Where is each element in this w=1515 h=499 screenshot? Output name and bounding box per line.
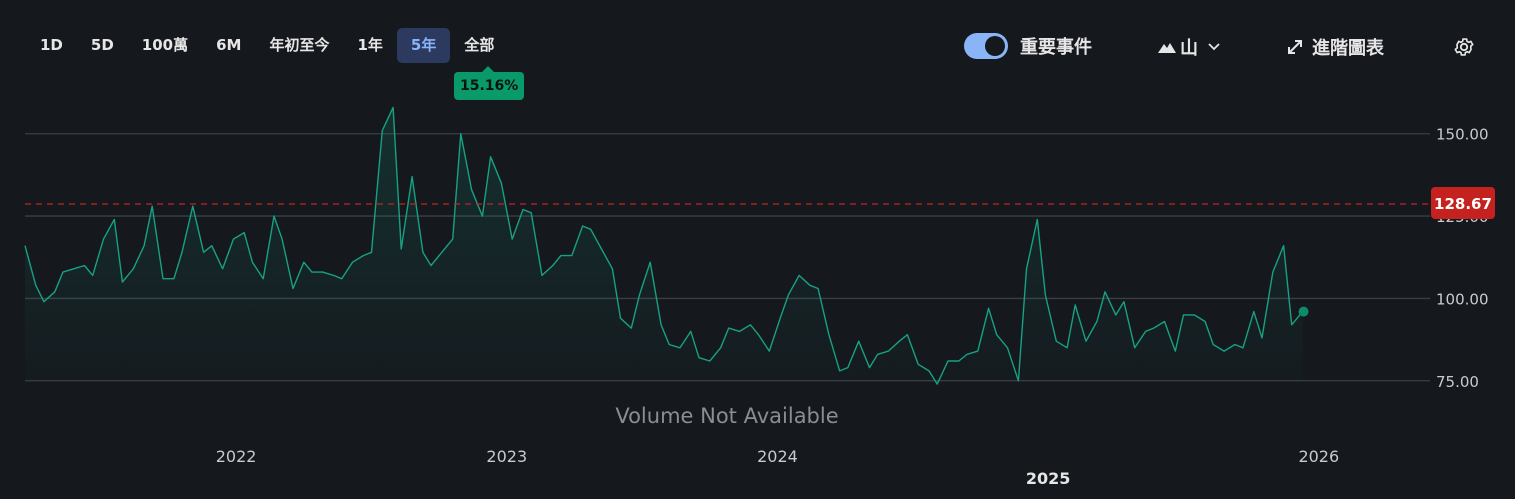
chart-type-button[interactable]: 山 bbox=[1158, 34, 1220, 60]
range-tab-5y[interactable]: 5年 bbox=[396, 28, 451, 63]
toggle-knob bbox=[985, 36, 1005, 56]
y-tick-label: 100.00 bbox=[1436, 290, 1489, 308]
y-tick-label: 75.00 bbox=[1436, 373, 1479, 391]
x-tick-label: 2022 bbox=[216, 447, 257, 466]
price-series-line bbox=[24, 106, 1304, 385]
price-area-fill bbox=[25, 107, 1303, 385]
volume-not-available-text: Volume Not Available bbox=[615, 404, 838, 428]
current-price-label: 128.67 bbox=[1434, 195, 1492, 213]
range-tab-5d[interactable]: 5D bbox=[90, 36, 114, 54]
change-badge: 15.16% bbox=[454, 66, 525, 100]
x-tick-label: 2024 bbox=[757, 447, 798, 466]
range-tab-ytd[interactable]: 年初至今 bbox=[269, 36, 330, 54]
key-events-label: 重要事件 bbox=[1020, 37, 1092, 58]
y-tick-label: 150.00 bbox=[1436, 126, 1489, 144]
chart-type-label: 山 bbox=[1180, 38, 1198, 59]
range-tab-100m[interactable]: 100萬 bbox=[141, 36, 189, 54]
advanced-chart-label: 進階圖表 bbox=[1312, 38, 1384, 59]
gear-icon[interactable] bbox=[1453, 36, 1475, 58]
range-tab-1d[interactable]: 1D bbox=[40, 36, 63, 54]
x-tick-label: 2023 bbox=[486, 447, 527, 466]
range-tab-all[interactable]: 全部 bbox=[464, 36, 495, 54]
mountain-icon bbox=[1158, 43, 1176, 53]
advanced-chart-button[interactable]: 進階圖表 bbox=[1286, 34, 1384, 60]
x-tick-label: 2025 bbox=[1026, 469, 1071, 488]
range-tab-1y[interactable]: 1年 bbox=[357, 36, 383, 54]
range-tab-6m[interactable]: 6M bbox=[216, 36, 242, 54]
range-tabs: 1D 5D 100萬 6M 年初至今 1年 5年 全部 bbox=[26, 28, 508, 63]
chevron-down-icon bbox=[1208, 43, 1220, 51]
chart-toolbar: 1D 5D 100萬 6M 年初至今 1年 5年 全部 15.16% 重要事件 … bbox=[0, 0, 1515, 100]
x-tick-label: 2026 bbox=[1298, 447, 1339, 466]
y-tick-label: 125.00 bbox=[1436, 208, 1489, 226]
toggle-switch[interactable] bbox=[964, 33, 1008, 59]
current-price-flag: 128.67 bbox=[1431, 186, 1495, 219]
key-events-toggle[interactable]: 重要事件 bbox=[964, 33, 1092, 59]
current-price-dot bbox=[1298, 306, 1309, 317]
expand-arrows-icon bbox=[1288, 40, 1302, 54]
